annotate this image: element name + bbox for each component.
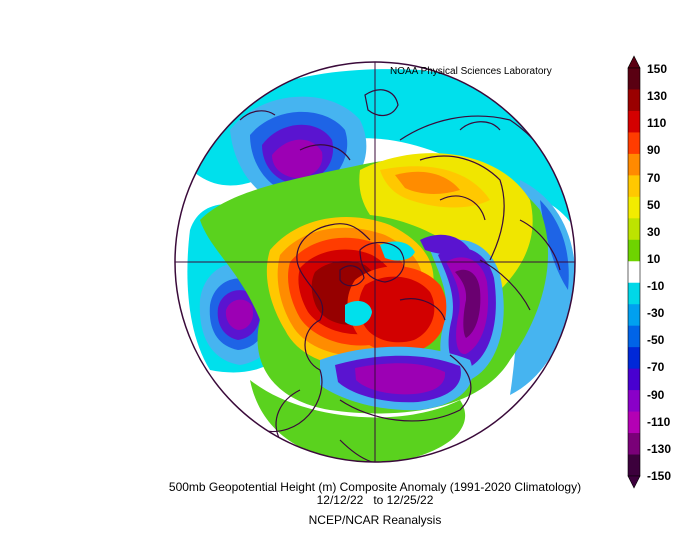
colorbar-swatch [628, 304, 640, 327]
colorbar-swatch [628, 218, 640, 241]
colorbar-swatch [628, 89, 640, 112]
colorbar-label: 70 [647, 170, 661, 185]
colorbar-bottom-arrow [627, 475, 641, 489]
colorbar-label: 150 [647, 62, 668, 76]
colorbar-label: 30 [647, 224, 661, 239]
colorbar-swatch [628, 390, 640, 413]
colorbar-label: -10 [647, 279, 665, 294]
colorbar-label: 90 [647, 143, 661, 158]
colorbar-swatch [628, 282, 640, 305]
colorbar-swatch [628, 325, 640, 348]
colorbar-label: 110 [647, 116, 667, 131]
colorbar-swatch [628, 368, 640, 391]
colorbar-label: -110 [647, 414, 671, 429]
colorbar-label: -130 [647, 441, 672, 456]
colorbar-swatch [628, 175, 640, 198]
credit-label: NOAA Physical Sciences Laboratory [390, 66, 552, 77]
anomaly-field [175, 62, 575, 462]
dataset-label: NCEP/NCAR Reanalysis [308, 513, 442, 527]
map-title: 500mb Geopotential Height (m) Composite … [168, 480, 582, 494]
colorbar-label: 10 [647, 251, 661, 266]
colorbar-swatch [628, 454, 640, 477]
colorbar [627, 55, 641, 489]
colorbar-swatch [628, 110, 640, 133]
colorbar-swatch [628, 347, 640, 370]
colorbar-label: -50 [647, 333, 665, 348]
colorbar-swatch [628, 68, 640, 90]
colorbar-label: -70 [647, 360, 665, 375]
colorbar-label: 130 [647, 89, 668, 104]
date-range: 12/12/22 to 12/25/22 [316, 493, 434, 507]
colorbar-swatch [628, 433, 640, 456]
colorbar-swatch [628, 261, 640, 284]
colorbar-swatch [628, 153, 640, 176]
graticule [175, 62, 575, 462]
colorbar-label: -30 [647, 306, 665, 321]
colorbar-label: -90 [647, 387, 665, 402]
colorbar-swatch [628, 411, 640, 434]
map-border [174, 61, 576, 463]
colorbar-swatch [628, 132, 640, 155]
colorbar-swatch [628, 239, 640, 262]
colorbar-top-arrow [627, 55, 641, 69]
colorbar-label: -150 [647, 469, 672, 483]
colorbar-label: 50 [647, 197, 661, 212]
colorbar-swatch [628, 196, 640, 219]
